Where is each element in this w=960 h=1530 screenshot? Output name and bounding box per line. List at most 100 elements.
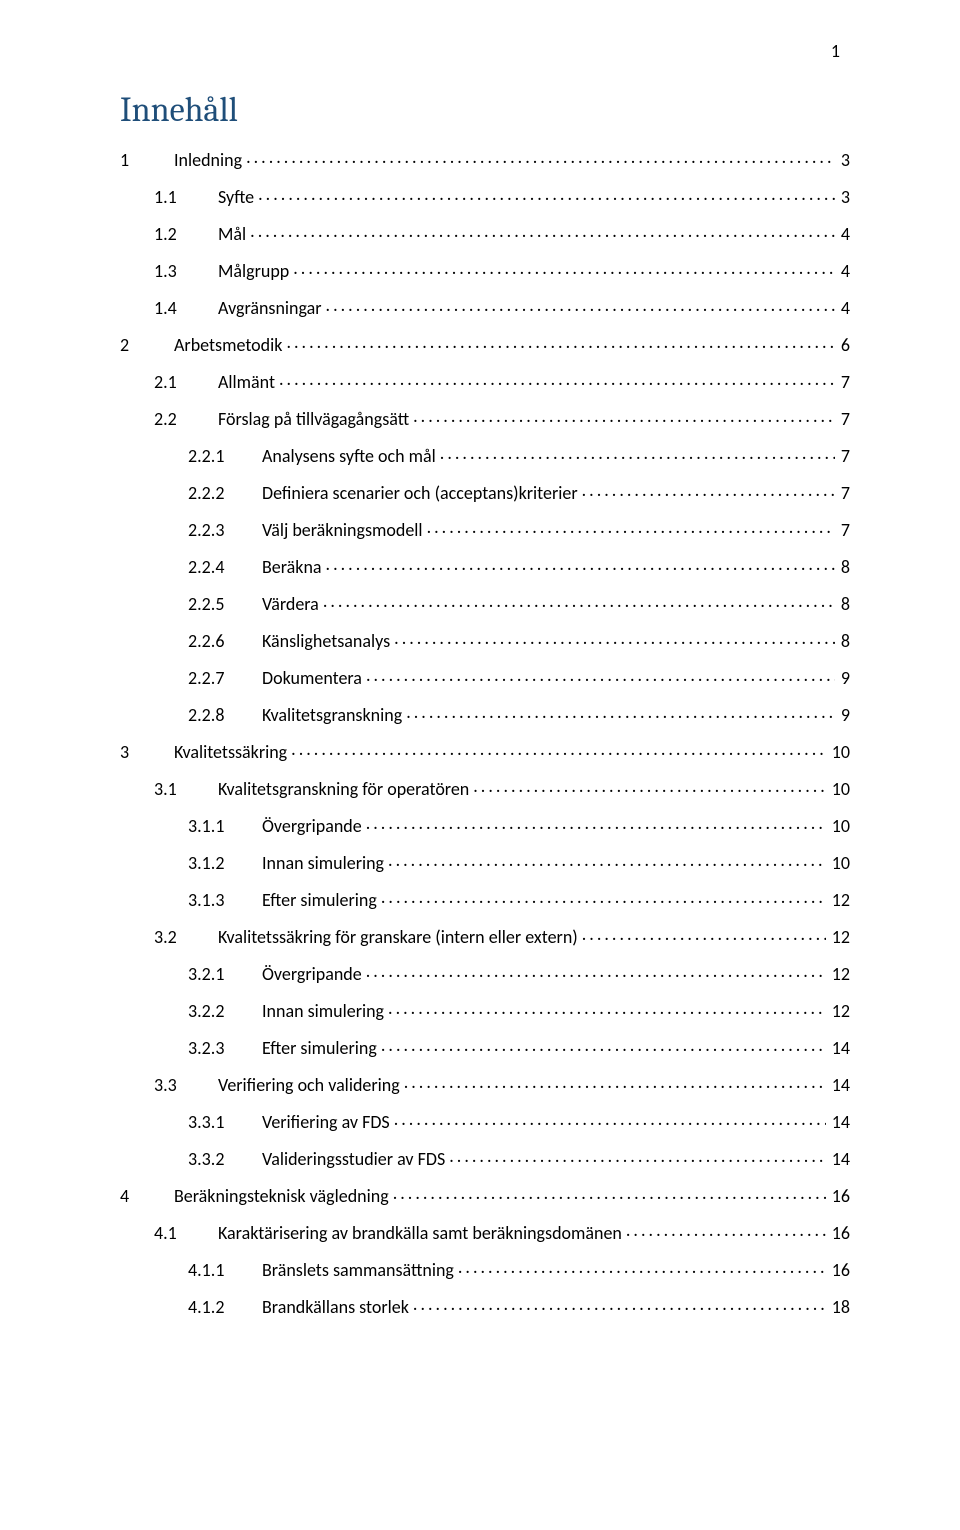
- toc-entry[interactable]: 3.1.1Övergripande10: [120, 814, 850, 835]
- toc-entry-title: Karaktärisering av brandkälla samt beräk…: [218, 1224, 626, 1242]
- toc-leader-dots: [366, 814, 826, 832]
- toc-entry[interactable]: 3.2Kvalitetssäkring för granskare (inter…: [120, 925, 850, 946]
- toc-entry-page: 4: [835, 299, 850, 317]
- toc-entry-number: 2.1: [154, 373, 218, 391]
- page-number: 1: [831, 40, 840, 62]
- toc-entry-number: 3.3.1: [188, 1113, 262, 1131]
- toc-entry[interactable]: 2.2.2Definiera scenarier och (acceptans)…: [120, 481, 850, 502]
- toc-entry-page: 16: [826, 1224, 850, 1242]
- toc-entry-title: Syfte: [218, 188, 258, 206]
- toc-entry[interactable]: 1.4Avgränsningar4: [120, 296, 850, 317]
- toc-leader-dots: [258, 185, 835, 203]
- toc-entry-title: Dokumentera: [262, 669, 366, 687]
- toc-entry-page: 10: [826, 780, 850, 798]
- toc-entry[interactable]: 1.3Målgrupp4: [120, 259, 850, 280]
- toc-entry[interactable]: 3.2.2Innan simulering12: [120, 999, 850, 1020]
- toc-entry-number: 2.2.6: [188, 632, 262, 650]
- toc-entry-title: Beräkningsteknisk vägledning: [174, 1187, 393, 1205]
- toc-entry[interactable]: 3.1.2Innan simulering10: [120, 851, 850, 872]
- toc-entry[interactable]: 4.1.1Bränslets sammansättning16: [120, 1258, 850, 1279]
- toc-leader-dots: [293, 259, 835, 277]
- toc-entry[interactable]: 3Kvalitetssäkring10: [120, 740, 850, 761]
- toc-entry-page: 16: [826, 1261, 850, 1279]
- toc-leader-dots: [291, 740, 826, 758]
- toc-entry-number: 3.3: [154, 1076, 218, 1094]
- toc-entry-number: 3.2.3: [188, 1039, 262, 1057]
- toc-entry[interactable]: 2.2.7Dokumentera9: [120, 666, 850, 687]
- toc-entry-title: Mål: [218, 225, 250, 243]
- toc-entry-title: Verifiering av FDS: [262, 1113, 394, 1131]
- toc-entry-number: 3.2.1: [188, 965, 262, 983]
- toc-entry[interactable]: 2.2.4Beräkna8: [120, 555, 850, 576]
- toc-leader-dots: [323, 592, 835, 610]
- toc-entry-number: 1: [120, 151, 174, 169]
- toc-entry-title: Kvalitetssäkring: [174, 743, 291, 761]
- toc-entry[interactable]: 2.2.5Värdera8: [120, 592, 850, 613]
- toc-entry-title: Analysens syfte och mål: [262, 447, 440, 465]
- toc-entry[interactable]: 3.1Kvalitetsgranskning för operatören10: [120, 777, 850, 798]
- toc-entry-number: 4: [120, 1187, 174, 1205]
- toc-entry[interactable]: 3.2.3Efter simulering14: [120, 1036, 850, 1057]
- toc-leader-dots: [279, 370, 835, 388]
- toc-leader-dots: [427, 518, 835, 536]
- toc-entry[interactable]: 2.2Förslag på tillvägagångsätt7: [120, 407, 850, 428]
- toc-entry[interactable]: 2.2.6Känslighetsanalys8: [120, 629, 850, 650]
- toc-entry-number: 3.2.2: [188, 1002, 262, 1020]
- toc-entry-number: 3.1.2: [188, 854, 262, 872]
- toc-leader-dots: [326, 296, 835, 314]
- toc-entry-title: Arbetsmetodik: [174, 336, 286, 354]
- toc-entry[interactable]: 1Inledning3: [120, 148, 850, 169]
- toc-entry-title: Efter simulering: [262, 1039, 381, 1057]
- toc-entry-number: 3.3.2: [188, 1150, 262, 1168]
- toc-entry-page: 4: [835, 225, 850, 243]
- toc-entry-number: 2.2.1: [188, 447, 262, 465]
- toc-entry[interactable]: 1.2Mål4: [120, 222, 850, 243]
- toc-entry-page: 3: [835, 188, 850, 206]
- toc-entry[interactable]: 2.2.8Kvalitetsgranskning9: [120, 703, 850, 724]
- toc-entry-page: 7: [835, 447, 850, 465]
- toc-entry-title: Bränslets sammansättning: [262, 1261, 458, 1279]
- toc-entry[interactable]: 2.1Allmänt7: [120, 370, 850, 391]
- toc-entry[interactable]: 3.3.1Verifiering av FDS 14: [120, 1110, 850, 1131]
- toc-entry-page: 14: [826, 1113, 850, 1131]
- toc-entry[interactable]: 1.1Syfte 3: [120, 185, 850, 206]
- toc-entry-title: Känslighetsanalys: [262, 632, 394, 650]
- toc-entry-number: 4.1: [154, 1224, 218, 1242]
- toc-entry-page: 10: [826, 854, 850, 872]
- toc-entry[interactable]: 2.2.3Välj beräkningsmodell7: [120, 518, 850, 539]
- toc-entry-number: 3.1.3: [188, 891, 262, 909]
- toc-leader-dots: [381, 888, 826, 906]
- toc-leader-dots: [626, 1221, 826, 1239]
- toc-entry-page: 12: [826, 928, 850, 946]
- toc-leader-dots: [286, 333, 834, 351]
- toc-entry-title: Värdera: [262, 595, 323, 613]
- toc-entry[interactable]: 4.1Karaktärisering av brandkälla samt be…: [120, 1221, 850, 1242]
- toc-entry-page: 14: [826, 1150, 850, 1168]
- toc-entry-number: 2: [120, 336, 174, 354]
- toc-entry[interactable]: 3.2.1Övergripande12: [120, 962, 850, 983]
- toc-entry[interactable]: 2Arbetsmetodik6: [120, 333, 850, 354]
- toc-entry-page: 12: [826, 891, 850, 909]
- toc-entry[interactable]: 4.1.2Brandkällans storlek18: [120, 1295, 850, 1316]
- toc-entry[interactable]: 4Beräkningsteknisk vägledning16: [120, 1184, 850, 1205]
- toc-entry[interactable]: 3.1.3Efter simulering12: [120, 888, 850, 909]
- toc-leader-dots: [582, 925, 826, 943]
- toc-entry-page: 9: [835, 669, 850, 687]
- toc-entry-number: 3.1.1: [188, 817, 262, 835]
- toc-leader-dots: [250, 222, 835, 240]
- toc-entry-number: 1.1: [154, 188, 218, 206]
- toc-leader-dots: [413, 407, 835, 425]
- toc-entry-number: 4.1.2: [188, 1298, 262, 1316]
- toc-entry-title: Verifiering och validering: [218, 1076, 404, 1094]
- toc-leader-dots: [388, 851, 826, 869]
- toc-entry[interactable]: 2.2.1Analysens syfte och mål 7: [120, 444, 850, 465]
- toc-entry[interactable]: 3.3.2Valideringsstudier av FDS 14: [120, 1147, 850, 1168]
- toc-leader-dots: [366, 666, 835, 684]
- toc-entry-number: 2.2.3: [188, 521, 262, 539]
- toc-entry-title: Innan simulering: [262, 1002, 388, 1020]
- toc-entry-title: Definiera scenarier och (acceptans)krite…: [262, 484, 582, 502]
- toc-entry[interactable]: 3.3Verifiering och validering14: [120, 1073, 850, 1094]
- toc-leader-dots: [413, 1295, 826, 1313]
- toc-entry-title: Valideringsstudier av FDS: [262, 1150, 449, 1168]
- toc-entry-page: 12: [826, 965, 850, 983]
